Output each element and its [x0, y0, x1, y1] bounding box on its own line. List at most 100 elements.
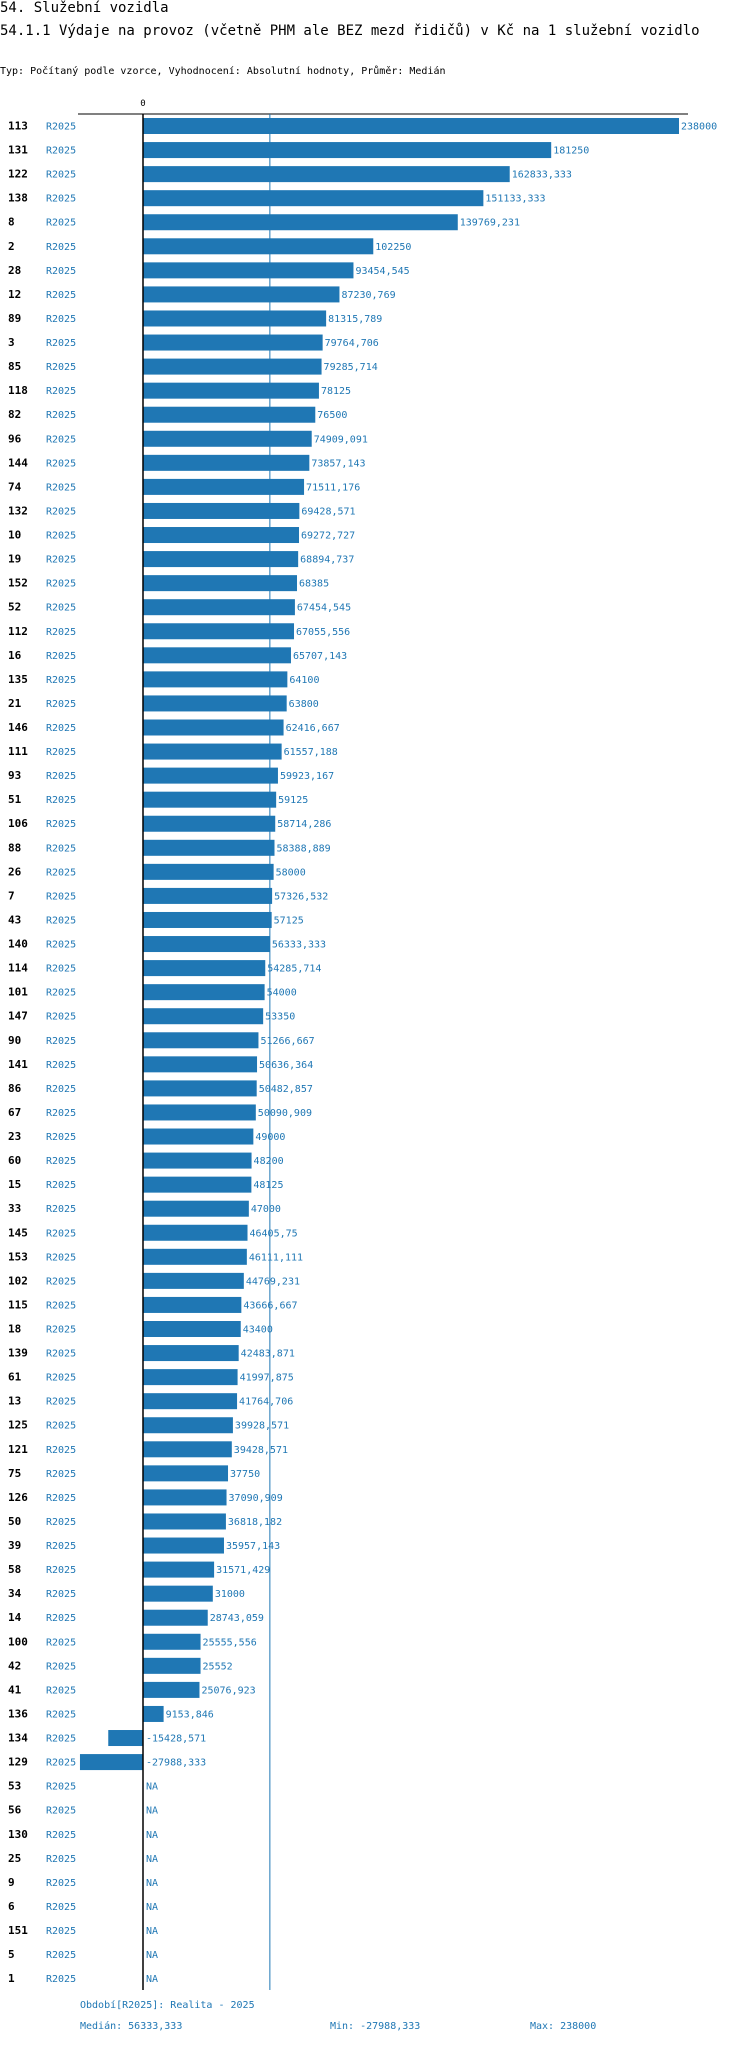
bar: [143, 1008, 264, 1025]
bar-value-label: 151133,333: [485, 194, 545, 205]
bar-value-label: 25555,556: [203, 1637, 257, 1648]
row-id-label: 106: [8, 817, 28, 830]
row-series-label: R2025: [46, 1974, 76, 1985]
bar: [143, 1585, 213, 1602]
row-series-label: R2025: [46, 1661, 76, 1672]
bar: [143, 1441, 232, 1458]
row-series-label: R2025: [46, 1397, 76, 1408]
bar: [143, 190, 484, 207]
bar: [143, 1080, 257, 1097]
row-id-label: 67: [8, 1106, 21, 1119]
row-series-label: R2025: [46, 1132, 76, 1143]
bar: [143, 334, 323, 351]
bar-value-label: 57326,532: [274, 891, 328, 902]
bar: [143, 238, 374, 255]
row-series-label: R2025: [46, 795, 76, 806]
bar-value-label: 58388,889: [276, 843, 330, 854]
row-series-label: R2025: [46, 555, 76, 566]
bar: [143, 815, 276, 832]
row-series-label: R2025: [46, 1373, 76, 1384]
axis-zero-label: 0: [140, 99, 145, 109]
bar-value-label: 63800: [289, 699, 319, 710]
row-series-label: R2025: [46, 1228, 76, 1239]
bar-value-label: 78125: [321, 386, 351, 397]
bar-value-label: NA: [146, 1878, 158, 1889]
bar-value-label: 81315,789: [328, 314, 382, 325]
row-series-label: R2025: [46, 1854, 76, 1865]
bar: [143, 358, 322, 375]
bar: [143, 1465, 229, 1482]
bar: [143, 1296, 242, 1313]
bar: [143, 1705, 164, 1722]
bar: [143, 791, 277, 808]
row-series-label: R2025: [46, 1830, 76, 1841]
row-series-label: R2025: [46, 1758, 76, 1769]
bar-value-label: 50482,857: [259, 1084, 313, 1095]
bar: [143, 1609, 208, 1626]
bar-value-label: 42483,871: [241, 1349, 295, 1360]
row-series-label: R2025: [46, 266, 76, 277]
row-id-label: 132: [8, 504, 28, 517]
row-series-label: R2025: [46, 1325, 76, 1336]
bar-value-label: 48200: [254, 1156, 284, 1167]
row-series-label: R2025: [46, 915, 76, 926]
row-id-label: 85: [8, 360, 21, 373]
row-id-label: 7: [8, 889, 15, 902]
row-id-label: 53: [8, 1780, 21, 1793]
row-id-label: 18: [8, 1323, 21, 1336]
bar: [143, 911, 272, 928]
bar-value-label: 62416,667: [286, 723, 340, 734]
row-id-label: 23: [8, 1130, 21, 1143]
bar-value-label: 181250: [553, 146, 589, 157]
chart-title: 54.1.1 Výdaje na provoz (včetně PHM ale …: [0, 23, 700, 39]
row-series-label: R2025: [46, 386, 76, 397]
bar: [143, 623, 295, 640]
bar: [143, 671, 288, 688]
row-series-label: R2025: [46, 1421, 76, 1432]
row-id-label: 147: [8, 1010, 28, 1023]
bar: [143, 1200, 249, 1217]
bar: [143, 599, 295, 616]
row-id-label: 51: [8, 793, 22, 806]
bar-value-label: NA: [146, 1782, 158, 1793]
bar-value-label: 64100: [289, 675, 319, 686]
bar-value-label: 31000: [215, 1589, 245, 1600]
bar-value-label: 36818,182: [228, 1517, 282, 1528]
chart-meta: Typ: Počítaný podle vzorce, Vyhodnocení:…: [0, 66, 446, 77]
row-id-label: 42: [8, 1659, 21, 1672]
row-id-label: 34: [8, 1587, 22, 1600]
row-series-label: R2025: [46, 603, 76, 614]
bar: [143, 1561, 215, 1578]
row-id-label: 58: [8, 1563, 21, 1576]
row-series-label: R2025: [46, 1012, 76, 1023]
row-id-label: 13: [8, 1395, 21, 1408]
bar-value-label: 58000: [276, 867, 306, 878]
row-id-label: 130: [8, 1828, 28, 1841]
bar: [143, 1657, 201, 1674]
row-id-label: 129: [8, 1756, 28, 1769]
bar-value-label: 68894,737: [300, 555, 354, 566]
bar: [143, 1369, 238, 1386]
row-series-label: R2025: [46, 1108, 76, 1119]
bar-value-label: 65707,143: [293, 651, 347, 662]
row-series-label: R2025: [46, 891, 76, 902]
bar-value-label: NA: [146, 1806, 158, 1817]
bar: [143, 527, 300, 544]
row-id-label: 139: [8, 1347, 28, 1360]
bar-value-label: 50636,364: [259, 1060, 313, 1071]
bar-value-label: 25076,923: [201, 1685, 255, 1696]
row-series-label: R2025: [46, 1036, 76, 1047]
row-series-label: R2025: [46, 843, 76, 854]
bar-value-label: 54285,714: [267, 964, 321, 975]
row-id-label: 115: [8, 1298, 28, 1311]
bar-value-label: 59923,167: [280, 771, 334, 782]
row-series-label: R2025: [46, 1565, 76, 1576]
bar: [143, 743, 282, 760]
row-series-label: R2025: [46, 1734, 76, 1745]
bar: [143, 1272, 244, 1289]
row-series-label: R2025: [46, 218, 76, 229]
bar: [143, 1321, 241, 1337]
row-id-label: 1: [8, 1972, 15, 1985]
row-series-label: R2025: [46, 1950, 76, 1961]
row-series-label: R2025: [46, 1637, 76, 1648]
